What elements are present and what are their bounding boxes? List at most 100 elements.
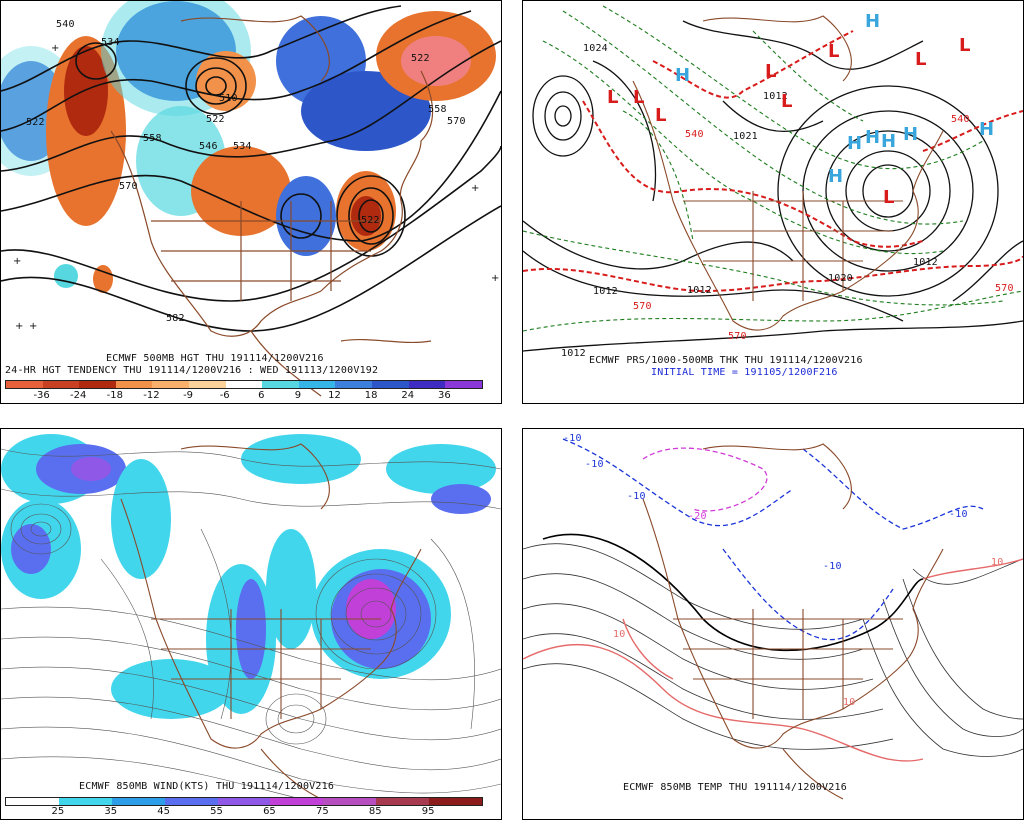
panel-500mb-height: + + + + + + 540 534 522 558 546 510 522 534 … — [0, 0, 502, 404]
isobar-label: 1024 — [583, 43, 608, 54]
isobar-label: 1012 — [913, 257, 938, 268]
thickness-540-570 — [523, 30, 1023, 293]
colorbar-tick-label: 18 — [364, 390, 378, 401]
colorbar-swatch — [58, 798, 112, 805]
panel-caption-title: ECMWF 500MB HGT THU 191114/1200V216 — [106, 353, 324, 364]
high-pressure-symbol: H — [675, 65, 691, 86]
coastlines — [642, 443, 944, 800]
high-pressure-symbol: H — [865, 11, 881, 32]
svg-text:+: + — [15, 321, 23, 332]
colorbar-tick-label: 55 — [210, 806, 223, 817]
colorbar-swatch — [262, 381, 299, 388]
temp-label: 10 — [613, 629, 626, 640]
map-850mb-wind — [1, 434, 501, 800]
panel-caption-title: ECMWF PRS/1000-500MB THK THU 191114/1200… — [589, 355, 863, 366]
colorbar-swatch — [429, 798, 482, 805]
colorbar-swatch — [298, 381, 336, 388]
svg-text:+: + — [51, 43, 59, 54]
colorbar-swatch — [335, 381, 373, 388]
contour-label: 522 — [361, 215, 380, 226]
low-pressure-symbol: L — [781, 91, 793, 112]
thickness-label: 570 — [995, 283, 1014, 294]
contour-label: 558 — [143, 133, 162, 144]
colorbar-tick-label: -36 — [33, 390, 50, 401]
colorbar-tick-label: 35 — [104, 806, 118, 817]
thickness-lines — [523, 5, 1023, 332]
colorbar-swatch — [323, 798, 377, 805]
contour-label: 546 — [199, 141, 218, 152]
low-pressure-symbol: L — [633, 87, 645, 108]
contour-label: 582 — [166, 313, 185, 324]
colorbar-tick-label: -6 — [219, 390, 230, 401]
coastlines — [632, 15, 944, 331]
temp-label: -10 — [563, 433, 582, 444]
map-pressure-thickness — [523, 5, 1023, 352]
contour-label: 534 — [101, 37, 120, 48]
temp-contours — [523, 543, 1023, 757]
temp-pink-warm — [523, 558, 1023, 762]
svg-text:+: + — [13, 256, 21, 267]
colorbar-tick-label: 75 — [315, 806, 329, 817]
contour-label: 522 — [206, 114, 225, 125]
wind-colorbar — [5, 797, 483, 806]
colorbar-swatch — [270, 798, 324, 805]
tendency-colorbar — [5, 380, 483, 389]
colorbar-swatch — [164, 798, 218, 805]
colorbar-tick-label: -18 — [106, 390, 124, 401]
high-pressure-symbol: H — [979, 119, 995, 140]
thickness-label: 570 — [728, 331, 747, 342]
svg-text:+: + — [491, 273, 499, 284]
panel-caption-title: ECMWF 850MB TEMP THU 191114/1200V216 — [623, 782, 847, 793]
svg-text:+: + — [29, 321, 37, 332]
colorbar-tick-label: 36 — [438, 390, 451, 401]
coastlines — [120, 443, 422, 800]
colorbar-swatch — [42, 381, 80, 388]
colorbar-swatch — [6, 381, 43, 388]
low-pressure-symbol: L — [607, 87, 619, 108]
colorbar-swatch — [79, 381, 116, 388]
plus-markers: + + + + + + — [13, 43, 499, 332]
low-pressure-symbol: L — [828, 41, 840, 62]
streamlines — [1, 448, 501, 800]
wind-colorbar-ticks: 25 35 45 55 65 75 85 95 — [5, 806, 481, 818]
thickness-label: 540 — [951, 114, 970, 125]
colorbar-swatch — [217, 798, 271, 805]
colorbar-tick-label: -24 — [70, 390, 87, 401]
isobar-label: 1012 — [763, 91, 788, 102]
low-pressure-symbol: L — [915, 49, 927, 70]
high-pressure-symbol: H — [865, 127, 881, 148]
colorbar-tick-label: 95 — [421, 806, 435, 817]
contour-label: 522 — [26, 117, 45, 128]
colorbar-tick-label: 25 — [51, 806, 65, 817]
temp-blue-dashed — [562, 438, 984, 641]
colorbar-swatch — [372, 381, 409, 388]
contour-label: 558 — [428, 104, 447, 115]
panel-pressure-thickness: 1012 1012 1012 1012 1024 1021 1012 1020 … — [522, 0, 1024, 404]
low-pressure-symbol: L — [883, 187, 895, 208]
contour-label: 570 — [119, 181, 138, 192]
colorbar-tick-label: 65 — [263, 806, 276, 817]
isobar-label: 1020 — [828, 273, 853, 284]
contour-label: 510 — [219, 93, 238, 104]
colorbar-swatch — [225, 381, 263, 388]
temp-label: -10 — [585, 459, 604, 470]
colorbar-tick-label: 24 — [401, 390, 415, 401]
temp-label: -10 — [823, 561, 842, 572]
coastlines — [110, 15, 434, 397]
tendency-colorbar-ticks: -36 -24 -18 -12 -9 -6 6 9 12 18 24 36 — [5, 390, 481, 402]
high-pressure-symbol: H — [903, 124, 919, 145]
colorbar-swatch — [445, 381, 482, 388]
svg-text:+: + — [471, 183, 479, 194]
colorbar-swatch — [111, 798, 165, 805]
panel-850mb-temp: -10 -10 -10 -20 -10 10 10 10 -10 ECMWF 8… — [522, 428, 1024, 820]
isobar-label: 1012 — [561, 348, 586, 359]
colorbar-tick-label: -9 — [183, 390, 194, 401]
contour-label: 534 — [233, 141, 252, 152]
temp-zero-line — [542, 533, 924, 652]
contour-label: 570 — [447, 116, 466, 127]
panel-caption-title: ECMWF 850MB WIND(KTS) THU 191114/1200V21… — [79, 781, 335, 792]
contour-label: 522 — [411, 53, 430, 64]
temp-label: -10 — [627, 491, 646, 502]
isobar-label: 1012 — [593, 286, 618, 297]
thickness-label: 540 — [685, 129, 704, 140]
